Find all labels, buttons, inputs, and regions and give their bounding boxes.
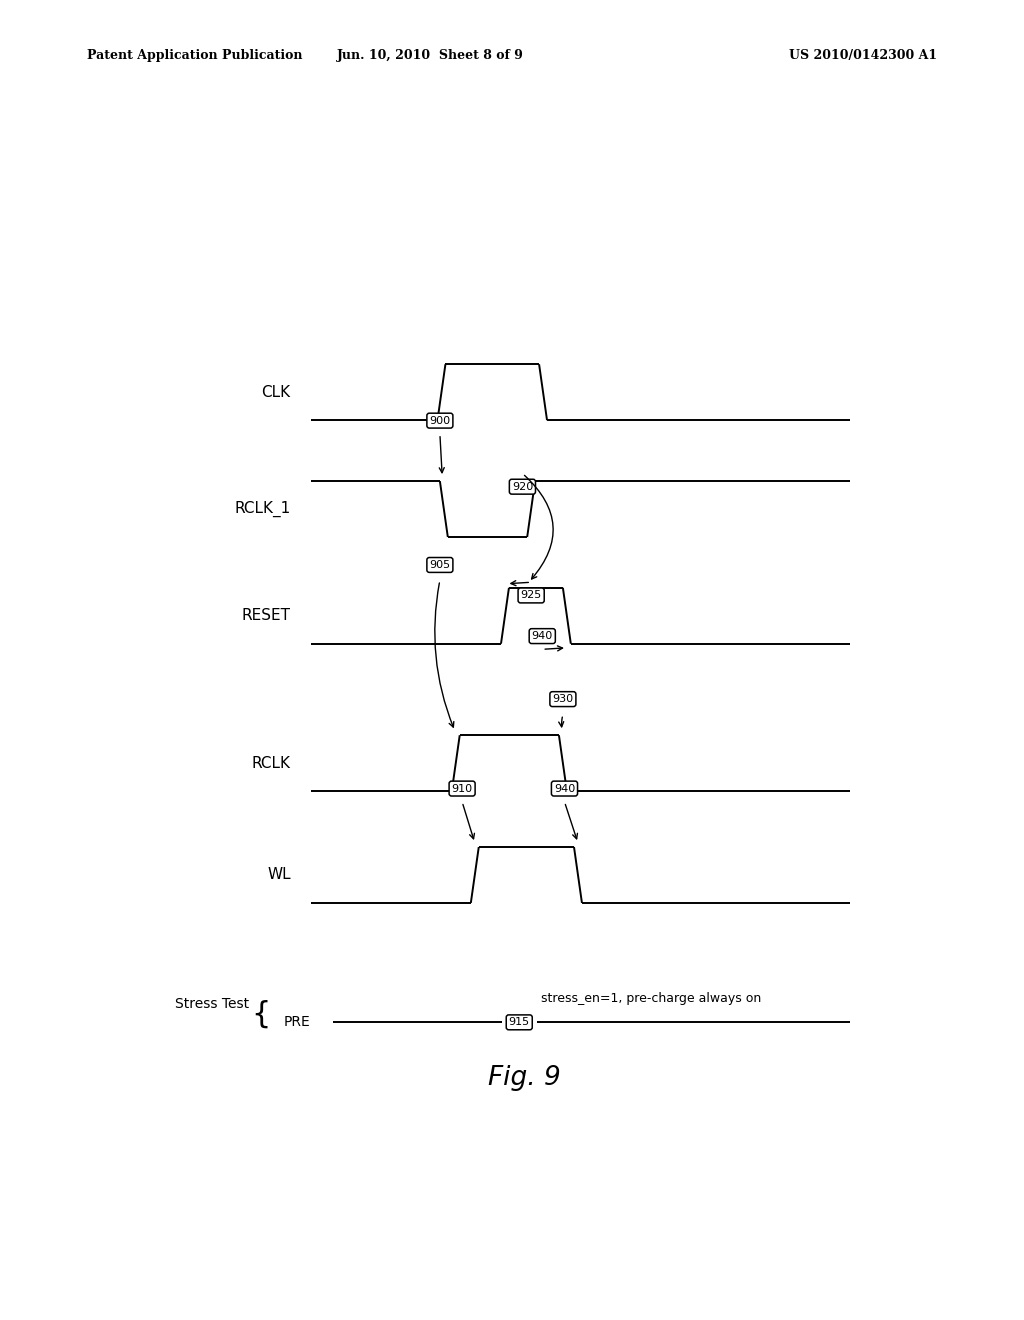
Text: Fig. 9: Fig. 9 [488, 1065, 561, 1092]
Text: Stress Test: Stress Test [174, 997, 249, 1011]
Text: WL: WL [267, 867, 291, 883]
Text: PRE: PRE [284, 1015, 310, 1030]
Text: CLK: CLK [261, 384, 291, 400]
Text: {: { [251, 999, 270, 1028]
Text: 905: 905 [429, 560, 451, 570]
Text: US 2010/0142300 A1: US 2010/0142300 A1 [788, 49, 937, 62]
Text: RCLK_1: RCLK_1 [234, 502, 291, 517]
Text: 925: 925 [520, 590, 542, 601]
Text: Jun. 10, 2010  Sheet 8 of 9: Jun. 10, 2010 Sheet 8 of 9 [337, 49, 523, 62]
Text: 900: 900 [429, 416, 451, 425]
Text: 930: 930 [552, 694, 573, 704]
Text: stress_en=1, pre-charge always on: stress_en=1, pre-charge always on [541, 993, 761, 1006]
Text: 915: 915 [509, 1018, 529, 1027]
Text: Patent Application Publication: Patent Application Publication [87, 49, 302, 62]
Text: 940: 940 [531, 631, 553, 642]
Text: RESET: RESET [242, 609, 291, 623]
Text: 920: 920 [512, 482, 534, 491]
Text: 910: 910 [452, 784, 473, 793]
Text: RCLK: RCLK [252, 755, 291, 771]
Text: 940: 940 [554, 784, 575, 793]
